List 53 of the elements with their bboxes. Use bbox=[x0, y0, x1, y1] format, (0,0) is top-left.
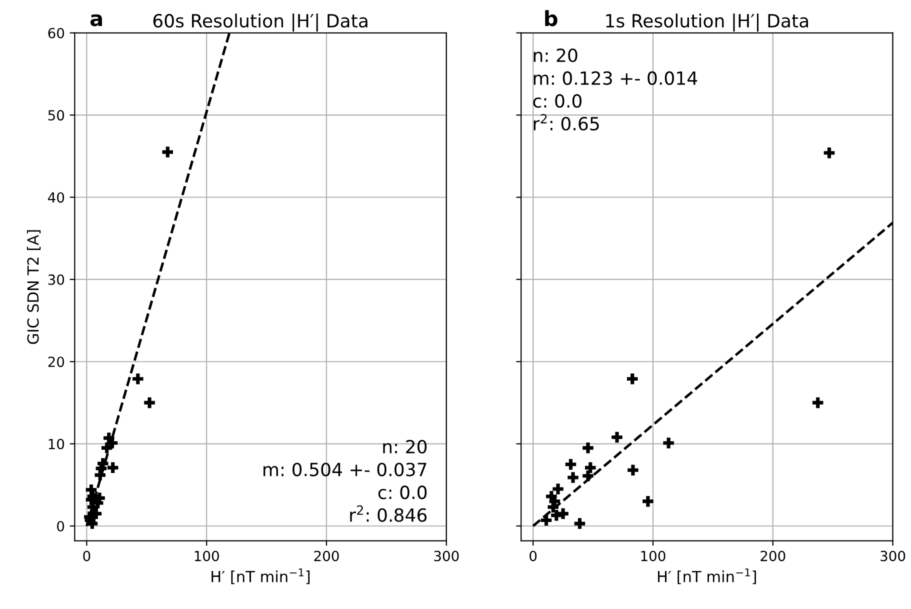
point bbox=[144, 397, 155, 408]
x-tick-label: 0 bbox=[530, 550, 537, 562]
annotation: n: 20 bbox=[383, 440, 427, 454]
x-tick-label: 100 bbox=[194, 550, 219, 562]
point bbox=[824, 147, 835, 158]
x-tick-label: 300 bbox=[434, 550, 459, 562]
text: b bbox=[545, 10, 558, 26]
point bbox=[540, 514, 552, 526]
chart-title: 1s Resolution |H′| Data bbox=[606, 14, 808, 32]
y-tick-label: 10 bbox=[48, 438, 64, 450]
x-tick-label: 300 bbox=[880, 550, 906, 562]
y-tick-label: 60 bbox=[48, 28, 64, 38]
point bbox=[132, 374, 144, 384]
point bbox=[552, 484, 564, 494]
y-tick-label: 40 bbox=[48, 192, 64, 203]
point bbox=[551, 510, 562, 521]
point bbox=[94, 470, 106, 480]
x-tick-label: 0 bbox=[83, 550, 90, 562]
point bbox=[565, 458, 576, 470]
point bbox=[162, 146, 174, 158]
x-tick-label: 200 bbox=[314, 550, 339, 562]
point bbox=[628, 464, 638, 476]
point bbox=[642, 496, 654, 507]
point bbox=[568, 472, 578, 483]
point bbox=[585, 462, 596, 474]
y-tick-label: 50 bbox=[48, 110, 64, 121]
annotation: n: 20 bbox=[534, 48, 578, 62]
annotation: r$^{2}$: 0.65 bbox=[534, 114, 599, 131]
y-axis-title: GIC SDN T2 [A] bbox=[26, 230, 41, 344]
y-tick-label: 0 bbox=[57, 520, 64, 532]
x-tick-label: 200 bbox=[760, 550, 786, 562]
point bbox=[626, 374, 638, 384]
point bbox=[812, 397, 824, 408]
point bbox=[612, 432, 622, 443]
y-tick-label: 20 bbox=[48, 356, 64, 368]
point bbox=[101, 442, 112, 454]
text: a bbox=[90, 14, 102, 26]
point bbox=[663, 438, 674, 448]
point bbox=[574, 518, 586, 529]
point bbox=[582, 470, 594, 482]
y-tick-label: 30 bbox=[48, 274, 64, 285]
annotation: c: 0.0 bbox=[533, 94, 582, 108]
point bbox=[548, 502, 558, 512]
point bbox=[582, 442, 594, 454]
annotation: c: 0.0 bbox=[378, 486, 427, 500]
annotation: m: 0.123 +- 0.014 bbox=[534, 71, 698, 85]
x-axis-title: H′ [nT min$^{−1}$] bbox=[658, 568, 756, 584]
x-axis-title: H′ [nT min$^{−1}$] bbox=[212, 568, 310, 584]
annotation: m: 0.504 +- 0.037 bbox=[264, 462, 426, 476]
chart-title: 60s Resolution |H′| Data bbox=[153, 14, 368, 32]
annotation: r$^{2}$: 0.846 bbox=[350, 505, 427, 522]
x-tick-label: 100 bbox=[641, 550, 666, 562]
point bbox=[107, 462, 118, 474]
